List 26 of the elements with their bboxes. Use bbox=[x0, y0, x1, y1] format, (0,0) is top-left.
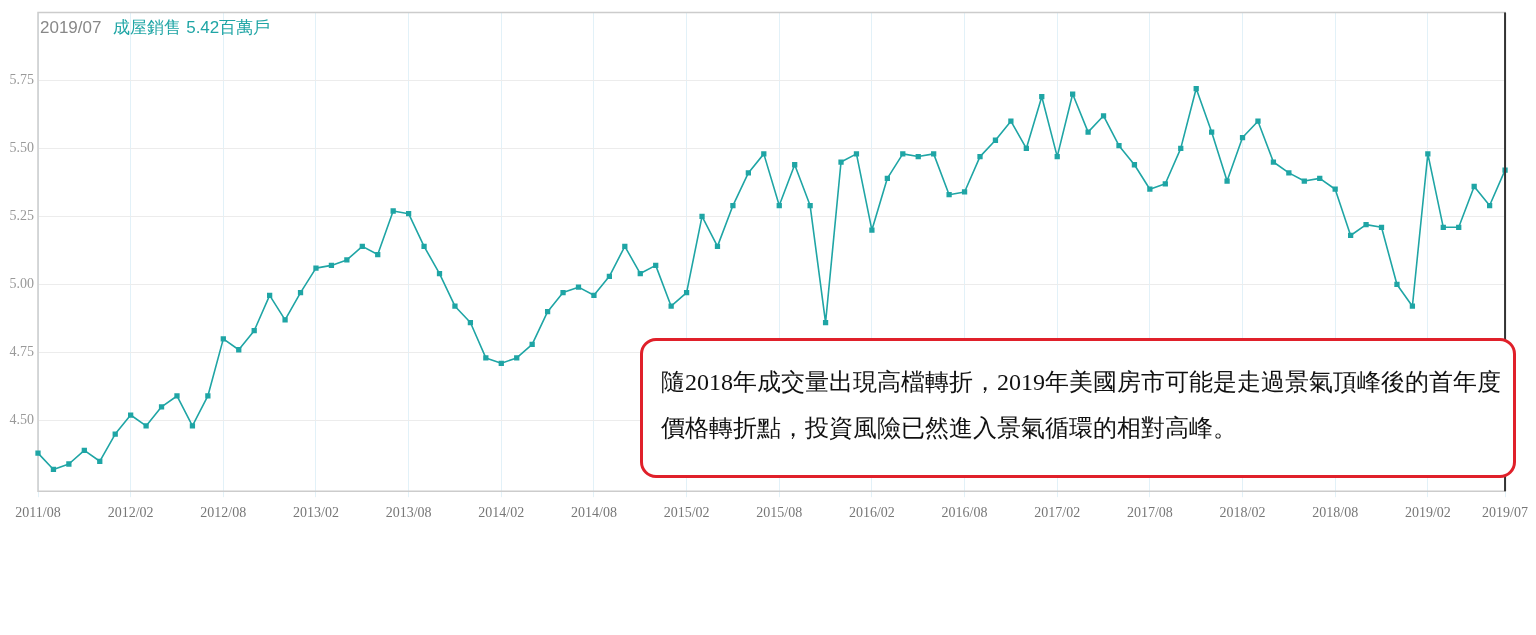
x-tick-label: 2019/07 bbox=[1482, 505, 1528, 521]
y-tick-label: 5.25 bbox=[9, 208, 34, 224]
x-tick-label: 2011/08 bbox=[15, 505, 61, 521]
x-tick-label: 2016/02 bbox=[848, 505, 895, 521]
note-box: 隨2018年成交量出現高檔轉折，2019年美國房市可能是走過景氣頂峰後的首年度價格轉折點，投資風險已然進入景氣循環的相對高峰。 bbox=[640, 338, 1516, 478]
x-tick-label: 2013/02 bbox=[293, 505, 339, 521]
chart-title: 2019/07 bbox=[40, 18, 102, 37]
x-tick-label: 2018/02 bbox=[1219, 505, 1266, 521]
x-tick-label: 2012/02 bbox=[107, 505, 154, 521]
x-tick-label: 2017/02 bbox=[1034, 505, 1081, 521]
x-tick-label: 2019/02 bbox=[1404, 505, 1451, 521]
x-tick-label: 2017/08 bbox=[1126, 505, 1173, 521]
y-tick-label: 4.50 bbox=[9, 412, 34, 428]
y-tick-label: 5.50 bbox=[9, 140, 34, 156]
x-tick-label: 2014/08 bbox=[570, 505, 617, 521]
x-tick-label: 2015/08 bbox=[756, 505, 803, 521]
x-tick-label: 2012/08 bbox=[200, 505, 247, 521]
x-tick-label: 2013/08 bbox=[385, 505, 432, 521]
y-tick-label: 4.75 bbox=[9, 344, 34, 360]
x-tick-label: 2014/02 bbox=[478, 505, 525, 521]
x-tick-label: 2016/08 bbox=[941, 505, 988, 521]
y-tick-label: 5.75 bbox=[9, 72, 34, 88]
y-tick-label: 5.00 bbox=[9, 276, 34, 292]
annotation: 成屋銷售 5.42百萬戶 bbox=[113, 18, 271, 37]
x-tick-label: 2018/08 bbox=[1312, 505, 1359, 521]
x-tick-label: 2015/02 bbox=[663, 505, 710, 521]
